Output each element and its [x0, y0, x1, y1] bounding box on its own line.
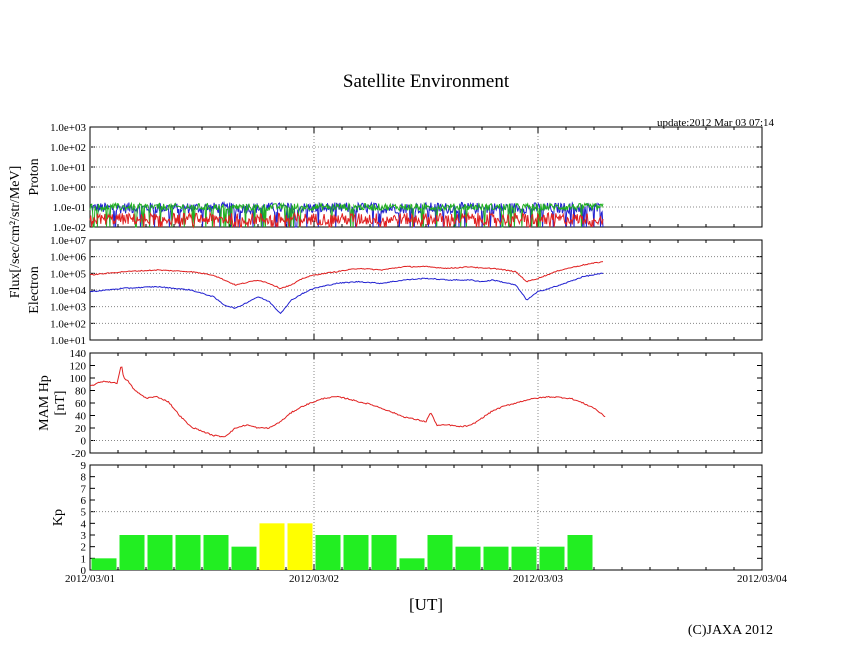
kp-bar	[315, 535, 341, 570]
y-tick-label: 1.0e-02	[53, 222, 86, 234]
copyright: (C)JAXA 2012	[688, 623, 773, 638]
kp-bar	[511, 546, 537, 570]
kp-bar	[231, 546, 257, 570]
y-axis-label: Kp	[51, 509, 66, 526]
series-proton-channel-3	[89, 211, 604, 229]
y-tick-label: 4	[81, 518, 87, 530]
kp-bar	[119, 535, 145, 570]
series-electron-high	[89, 261, 604, 290]
y-tick-label: 9	[81, 460, 87, 472]
chart-title: Satellite Environment	[343, 71, 510, 92]
y-tick-label: 1.0e+02	[50, 318, 86, 330]
kp-bar	[259, 523, 285, 570]
x-tick-label: 2012/03/01	[65, 573, 115, 585]
y-tick-label: 1.0e+02	[50, 142, 86, 154]
series-electron-low	[89, 272, 604, 315]
y-tick-label: 0	[81, 436, 87, 448]
y-tick-label: 5	[81, 507, 87, 519]
y-tick-label: 8	[81, 472, 87, 484]
y-tick-label: 7	[81, 483, 87, 495]
kp-bar	[371, 535, 397, 570]
y-tick-label: 0	[81, 565, 87, 577]
y-tick-label: 100	[70, 373, 87, 385]
y-axis-unit: [nT]	[53, 391, 68, 416]
series-hp	[89, 366, 606, 438]
y-tick-label: 6	[81, 495, 87, 507]
kp-bar	[455, 546, 481, 570]
kp-bar	[399, 558, 425, 570]
panel-frame	[89, 126, 763, 228]
y-axis-label: Electron	[27, 266, 42, 313]
y-tick-label: 1.0e+00	[50, 182, 86, 194]
y-tick-label: 2	[81, 542, 87, 554]
y-tick-label: 1.0e-01	[53, 202, 86, 214]
y-tick-label: 1.0e+01	[50, 335, 86, 347]
y-tick-label: 20	[75, 423, 87, 435]
series-proton-channel-2	[89, 201, 604, 228]
y-tick-label: 40	[75, 411, 87, 423]
panel-electron: 1.0e+01 1.0e+02 1.0e+03 1.0e+04 1.0e+05 1.0e+…	[27, 235, 763, 347]
update-timestamp: update:2012 Mar 03 07:14	[657, 117, 775, 129]
y-axis-label: Proton	[27, 158, 42, 195]
y-tick-label: 1.0e+04	[50, 285, 86, 297]
kp-bar	[427, 535, 453, 570]
flux-axis-label: Flux[/sec/cm²/str/MeV]	[8, 166, 23, 299]
panel-frame	[89, 352, 763, 454]
kp-bar	[343, 535, 369, 570]
y-tick-label: 1.0e+01	[50, 162, 86, 174]
x-axis-label: [UT]	[409, 595, 443, 614]
kp-bar	[91, 558, 117, 570]
x-tick-label: 2012/03/04	[737, 573, 788, 585]
y-tick-label: -20	[71, 448, 86, 460]
y-tick-label: 80	[75, 386, 87, 398]
chart-panels: 1.0e-021.0e-011.0e+001.0e+011.0e+021.0e+…	[27, 122, 788, 585]
y-tick-label: 1	[81, 553, 87, 565]
y-tick-label: 120	[70, 361, 87, 373]
y-axis-label: MAM Hp	[37, 375, 52, 431]
y-tick-label: 1.0e+05	[50, 268, 86, 280]
kp-bar	[203, 535, 229, 570]
y-tick-label: 140	[70, 348, 87, 360]
kp-bar	[539, 546, 565, 570]
y-tick-label: 60	[75, 398, 87, 410]
x-tick-label: 2012/03/03	[513, 573, 564, 585]
y-tick-label: 1.0e+06	[50, 252, 86, 264]
kp-bar	[147, 535, 173, 570]
x-tick-label: 2012/03/02	[289, 573, 339, 585]
y-tick-label: 1.0e+03	[50, 122, 86, 134]
kp-bar	[287, 523, 313, 570]
kp-bar	[567, 535, 593, 570]
kp-bar	[483, 546, 509, 570]
y-tick-label: 1.0e+07	[50, 235, 86, 247]
y-tick-label: 1.0e+03	[50, 302, 86, 314]
y-tick-label: 3	[81, 530, 87, 542]
kp-bar	[175, 535, 201, 570]
panel-proton: 1.0e-02 1.0e-01 1.0e+00 1.0e+01 1.0e+02 1.0e+…	[27, 122, 763, 234]
